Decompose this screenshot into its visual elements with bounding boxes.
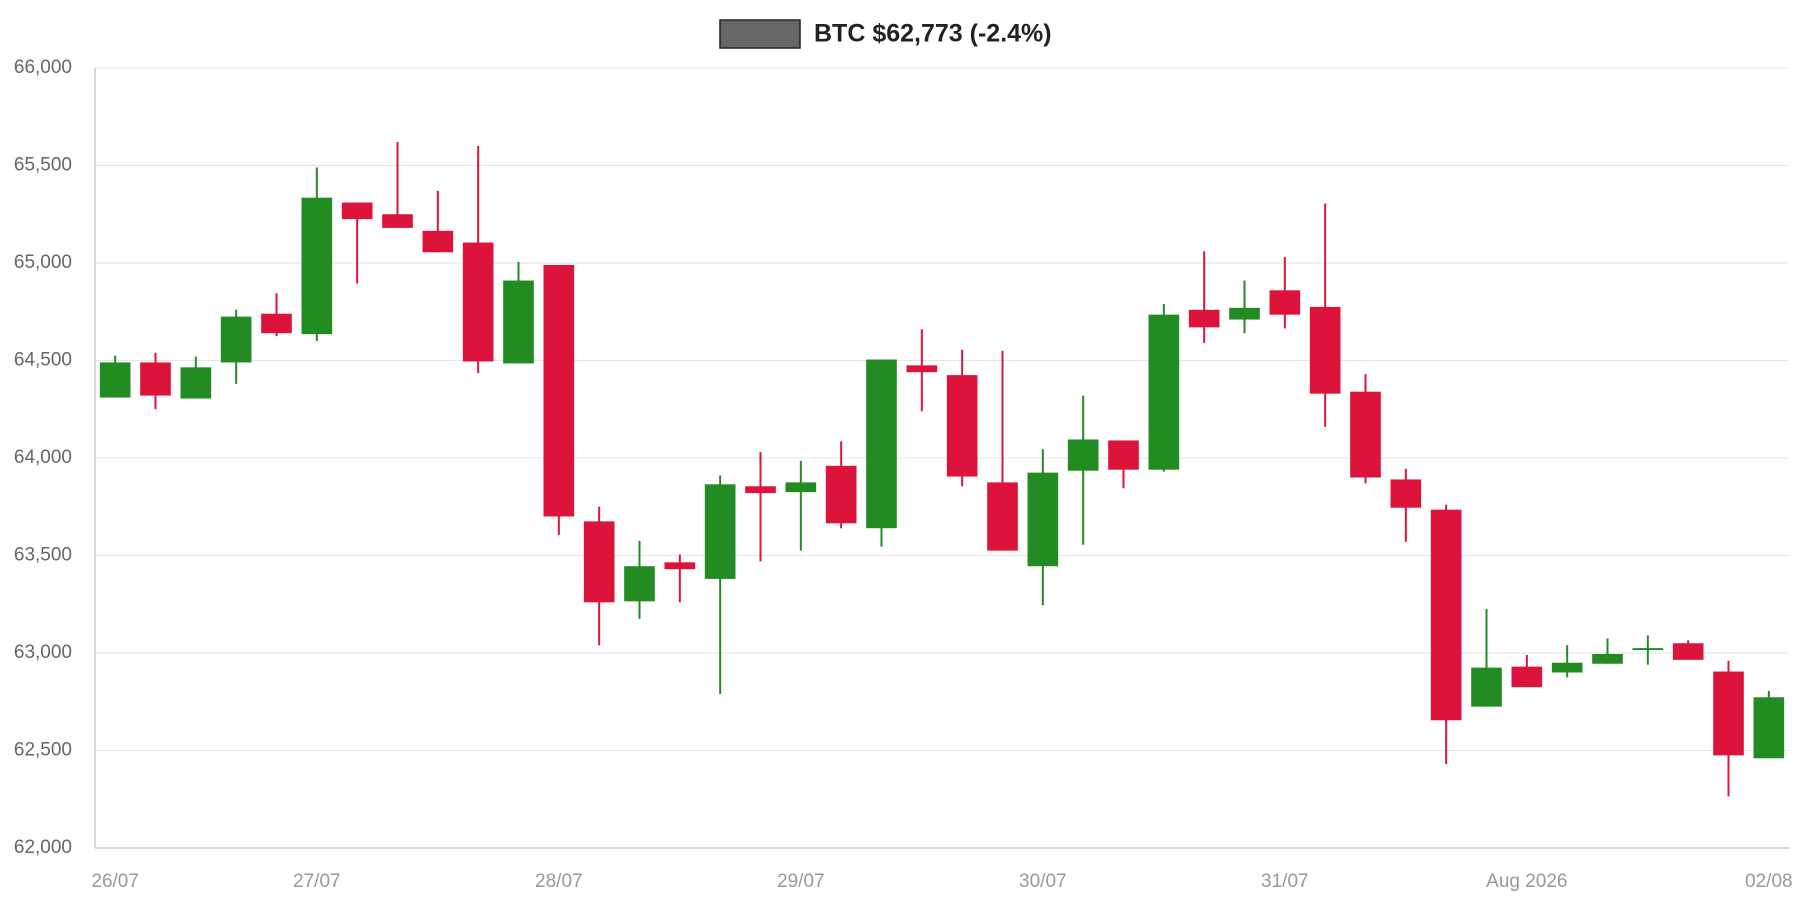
candle-body bbox=[140, 362, 171, 396]
candle-body bbox=[341, 202, 373, 220]
candle-body bbox=[1350, 391, 1381, 478]
candle-body bbox=[1148, 314, 1180, 470]
candle-body bbox=[261, 313, 292, 334]
candle-body bbox=[1309, 306, 1341, 394]
candle-body bbox=[745, 486, 776, 494]
candle-body bbox=[301, 197, 333, 335]
y-tick-label: 62,000 bbox=[14, 837, 72, 858]
y-tick-label: 63,000 bbox=[14, 642, 72, 663]
candle-body bbox=[1471, 667, 1502, 707]
candle-body bbox=[1511, 666, 1543, 688]
candle-body bbox=[825, 465, 857, 524]
x-tick-label: Aug 2026 bbox=[1486, 871, 1567, 892]
x-tick-label: 28/07 bbox=[535, 871, 583, 892]
y-tick-label: 66,000 bbox=[14, 57, 72, 78]
candle-body bbox=[462, 242, 494, 362]
candle-body bbox=[1632, 648, 1664, 651]
candle-body bbox=[1592, 653, 1623, 664]
y-tick-label: 62,500 bbox=[14, 740, 72, 761]
candle-body bbox=[220, 316, 252, 363]
y-tick-label: 65,500 bbox=[14, 155, 72, 176]
legend-swatch bbox=[719, 19, 801, 49]
candle-body bbox=[946, 375, 978, 477]
candle-body bbox=[583, 521, 615, 603]
x-tick-label: 29/07 bbox=[777, 871, 825, 892]
candle-body bbox=[1713, 671, 1744, 756]
x-tick-label: 27/07 bbox=[293, 871, 341, 892]
candle-body bbox=[1390, 479, 1422, 508]
candle-body bbox=[704, 484, 736, 579]
candle-body bbox=[1269, 290, 1301, 315]
candle-body bbox=[1067, 439, 1099, 471]
x-tick-label: 02/08 bbox=[1745, 871, 1793, 892]
x-tick-label: 31/07 bbox=[1261, 871, 1309, 892]
candle-body bbox=[543, 264, 575, 517]
y-tick-label: 63,500 bbox=[14, 545, 72, 566]
candle-body bbox=[987, 482, 1018, 551]
candle-body bbox=[503, 280, 534, 364]
y-tick-label: 64,500 bbox=[14, 350, 72, 371]
candle-body bbox=[1229, 307, 1260, 320]
legend-label: BTC $62,773 (-2.4%) bbox=[814, 20, 1052, 48]
candle-body bbox=[1027, 472, 1059, 567]
candle-body bbox=[1551, 662, 1583, 673]
candle-body bbox=[422, 230, 454, 253]
candle-body bbox=[1108, 440, 1139, 470]
candle-body bbox=[1672, 643, 1704, 660]
y-tick-label: 64,000 bbox=[14, 447, 72, 468]
candle-body bbox=[785, 482, 817, 493]
candle-body bbox=[99, 362, 131, 398]
candle-body bbox=[1430, 509, 1462, 721]
candle-body bbox=[664, 562, 696, 570]
candle-body bbox=[382, 214, 413, 228]
x-tick-label: 30/07 bbox=[1019, 871, 1067, 892]
candle-body bbox=[180, 367, 212, 399]
candle-body bbox=[1188, 309, 1220, 328]
candle-body bbox=[1753, 697, 1785, 759]
candle-body bbox=[866, 359, 897, 529]
x-tick-label: 26/07 bbox=[91, 871, 139, 892]
candle-body bbox=[624, 566, 655, 602]
candle-body bbox=[906, 365, 938, 373]
y-tick-label: 65,000 bbox=[14, 252, 72, 273]
